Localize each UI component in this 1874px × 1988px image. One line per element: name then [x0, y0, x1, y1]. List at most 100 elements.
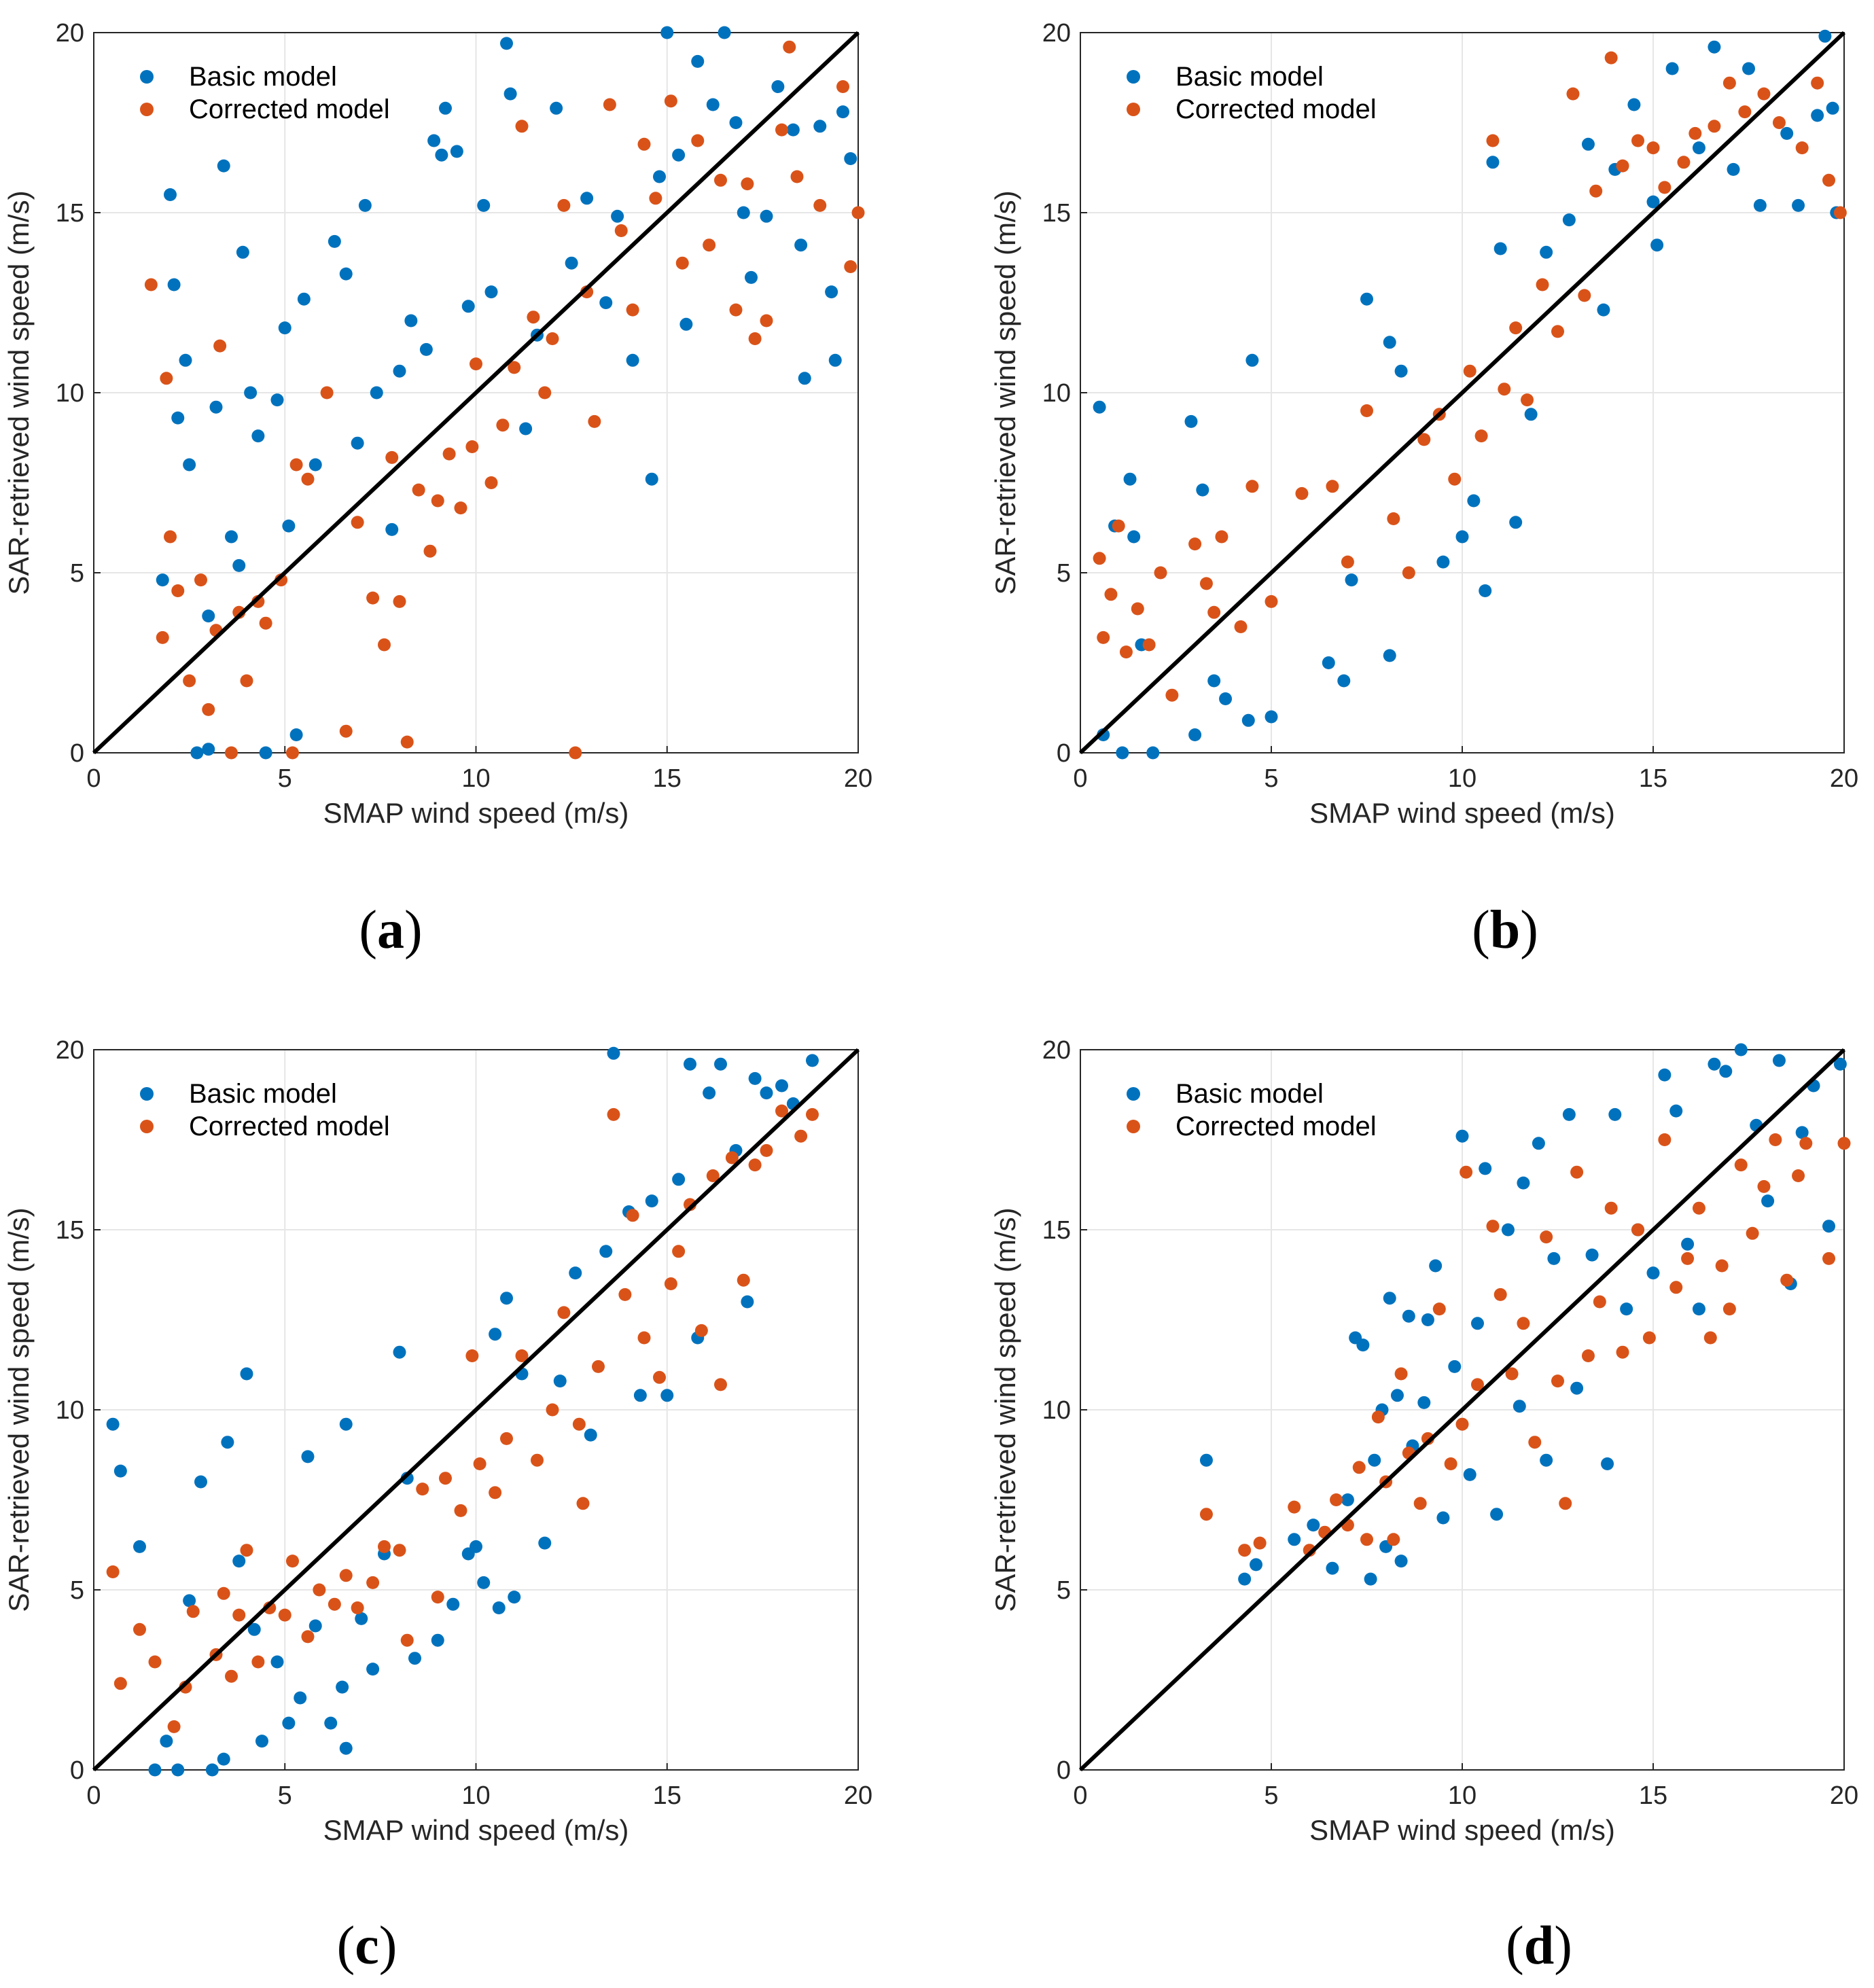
- x-tick-label: 5: [1264, 1781, 1278, 1810]
- data-point: [1792, 1169, 1805, 1182]
- data-point: [1681, 1237, 1695, 1251]
- legend-entry: Corrected model: [189, 1112, 390, 1141]
- data-point: [714, 1057, 727, 1071]
- data-point: [1383, 649, 1396, 662]
- data-point: [1551, 325, 1564, 338]
- data-point: [308, 1619, 322, 1633]
- data-point: [1387, 512, 1400, 525]
- x-tick-label: 0: [1073, 1781, 1087, 1810]
- y-tick-label: 10: [1042, 1396, 1071, 1425]
- data-point: [653, 170, 666, 183]
- data-point: [714, 173, 727, 187]
- data-point: [355, 1612, 368, 1625]
- data-point: [1486, 134, 1500, 147]
- data-point: [1364, 1572, 1377, 1586]
- data-point: [660, 1389, 674, 1402]
- data-point: [603, 98, 616, 111]
- data-point: [806, 1054, 819, 1067]
- data-point: [156, 573, 169, 587]
- data-point: [1207, 605, 1221, 619]
- data-point: [351, 516, 364, 529]
- data-point: [1493, 242, 1507, 255]
- legend-marker: [1127, 1120, 1140, 1133]
- data-point: [1811, 109, 1824, 122]
- data-point: [232, 558, 246, 572]
- data-point: [1093, 400, 1106, 414]
- legend-marker: [140, 70, 154, 84]
- data-point: [1360, 292, 1373, 306]
- y-tick-label: 15: [56, 199, 84, 228]
- data-point: [584, 1428, 597, 1442]
- data-point: [1250, 1558, 1263, 1572]
- y-axis-label: SAR-retrieved wind speed (m/s): [3, 190, 35, 594]
- data-point: [1215, 530, 1228, 544]
- data-point: [171, 1763, 185, 1777]
- legend-marker: [140, 1120, 154, 1133]
- data-point: [550, 101, 563, 115]
- data-point: [760, 314, 773, 327]
- data-point: [1505, 1367, 1519, 1381]
- data-point: [106, 1565, 120, 1578]
- data-point: [225, 1669, 238, 1683]
- data-point: [626, 353, 639, 367]
- y-tick-label: 20: [1042, 1036, 1071, 1065]
- data-point: [1188, 728, 1202, 741]
- y-tick-label: 0: [1057, 1756, 1071, 1785]
- data-point: [232, 1555, 246, 1568]
- data-point: [1742, 62, 1755, 75]
- data-point: [454, 1504, 467, 1517]
- data-point: [1493, 1288, 1507, 1301]
- data-point: [546, 1403, 559, 1417]
- data-point: [1238, 1572, 1252, 1586]
- data-point: [171, 411, 185, 425]
- data-point: [1719, 1065, 1733, 1078]
- x-axis-label: SMAP wind speed (m/s): [1309, 797, 1615, 829]
- data-point: [1337, 674, 1351, 688]
- data-point: [614, 224, 628, 237]
- data-point: [358, 198, 372, 212]
- x-tick-label: 10: [1448, 764, 1477, 793]
- data-point: [1486, 1220, 1500, 1233]
- legend: Basic model Corrected model: [140, 1079, 390, 1141]
- data-point: [1650, 238, 1664, 252]
- data-point: [1562, 1107, 1576, 1121]
- legend-marker: [140, 1087, 154, 1101]
- data-point: [515, 120, 529, 133]
- data-point: [190, 746, 204, 760]
- data-point: [664, 1277, 677, 1290]
- data-point: [500, 37, 513, 50]
- y-axis-label: SAR-retrieved wind speed (m/s): [989, 190, 1021, 594]
- data-point: [477, 198, 491, 212]
- data-point: [308, 458, 322, 472]
- data-point: [633, 1389, 647, 1402]
- data-point: [508, 1591, 521, 1604]
- data-point: [1708, 40, 1721, 54]
- data-point: [1620, 1302, 1633, 1316]
- data-point: [1253, 1536, 1267, 1550]
- data-point: [1501, 1223, 1515, 1237]
- data-point: [431, 1591, 444, 1604]
- data-point: [1288, 1500, 1301, 1514]
- data-point: [1669, 1281, 1683, 1294]
- data-point: [1295, 486, 1309, 500]
- data-point: [435, 148, 448, 162]
- data-point: [183, 458, 196, 472]
- data-point: [626, 1209, 639, 1222]
- data-point: [718, 26, 731, 39]
- data-point: [592, 1360, 605, 1373]
- data-point: [1479, 1162, 1492, 1175]
- data-point: [607, 1107, 620, 1121]
- x-tick-label: 5: [278, 764, 292, 793]
- data-point: [113, 1677, 127, 1690]
- data-point: [294, 1691, 307, 1705]
- data-point: [339, 724, 353, 738]
- x-tick-label: 20: [844, 764, 872, 793]
- data-point: [599, 1245, 613, 1258]
- data-point: [637, 1331, 651, 1345]
- data-point: [1307, 1519, 1320, 1532]
- panel-b: 0 5 10 15 20 0 5 10 15 20 SMAP wind speed (m/s) SAR…: [989, 19, 1858, 960]
- data-point: [1837, 1137, 1851, 1150]
- data-point: [183, 674, 196, 688]
- data-point: [301, 1450, 315, 1463]
- y-axis-label: SAR-retrieved wind speed (m/s): [3, 1207, 35, 1612]
